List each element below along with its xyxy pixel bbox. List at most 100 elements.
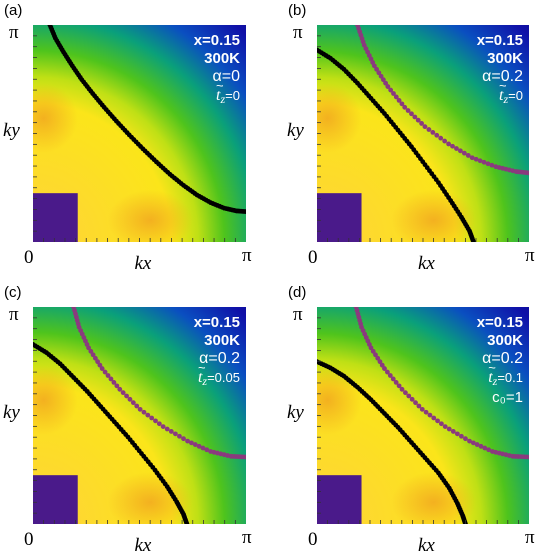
- axis-ticks: [317, 35, 519, 242]
- plot-marks: [33, 307, 246, 524]
- tilde-mark: ~: [499, 78, 507, 93]
- parameter-annotation: x=0.15 300K α=0 ~ tz=0: [156, 33, 240, 108]
- intensity-colormap: [33, 307, 246, 524]
- fermi-surface-point-purple: [379, 362, 385, 368]
- fermi-surface-point-purple: [141, 409, 147, 415]
- fermi-surface-point-purple: [243, 454, 246, 460]
- fermi-surface-point-purple: [403, 390, 408, 396]
- axis-ticks: [33, 317, 236, 524]
- temperature-label: 300K: [204, 50, 240, 67]
- inset-square: [317, 193, 362, 242]
- fermi-surface-point-purple: [99, 366, 105, 371]
- fermi-surface-point-black: [184, 521, 190, 524]
- inset-square: [33, 193, 78, 242]
- doping-label: x=0.15: [193, 32, 240, 49]
- fermi-surface-point-purple: [419, 406, 425, 412]
- fermi-surface-point-purple: [145, 412, 151, 418]
- fermi-surface-point-purple: [526, 170, 529, 176]
- tz-value: =0: [508, 88, 523, 103]
- tz-label: ~ tz=0.05: [156, 361, 240, 388]
- tz-label: ~ tz=0: [439, 79, 523, 106]
- fermi-surface-point-purple: [114, 383, 120, 389]
- fermi-surface-point-purple: [370, 348, 376, 354]
- x-tick-label: π: [525, 245, 535, 266]
- fermi-surface-point-purple: [375, 355, 381, 361]
- fermi-surface-point-purple: [153, 418, 158, 424]
- alpha-label: α=0: [212, 68, 241, 85]
- plot-area: [317, 307, 529, 524]
- tz-subscript: z: [202, 374, 208, 388]
- fermi-surface-point-purple: [399, 101, 405, 107]
- temperature-label: 300K: [204, 332, 240, 349]
- fermi-surface-point-purple: [390, 376, 396, 382]
- fermi-surface-point-purple: [416, 403, 422, 409]
- fermi-surface-point-purple: [427, 412, 433, 418]
- fermi-surface-point-purple: [371, 63, 377, 69]
- fermi-surface-point-purple: [409, 396, 415, 402]
- fermi-surface-point-purple: [485, 161, 491, 167]
- fermi-surface-point-purple: [204, 447, 210, 453]
- fermi-surface-point-purple: [134, 403, 140, 409]
- y-axis-label: ky: [3, 402, 20, 423]
- fermi-surface-point-purple: [391, 91, 396, 96]
- axis-ticks: [317, 317, 519, 524]
- fermi-surface-point-purple: [149, 415, 155, 421]
- fermi-surface-point-purple: [387, 373, 393, 378]
- fermi-surface-point-purple: [454, 431, 460, 437]
- alpha-label: α=0.2: [482, 350, 523, 367]
- y-tick-label: π: [293, 304, 303, 325]
- y-axis-label: ky: [287, 402, 304, 423]
- temperature-label: 300K: [487, 332, 523, 349]
- panel-label: (a): [4, 2, 23, 19]
- fermi-surface-point-purple: [385, 84, 391, 89]
- fermi-surface-point-purple: [378, 73, 384, 79]
- y-tick-label: π: [293, 22, 303, 43]
- fermi-surface-point-purple: [396, 383, 402, 389]
- fermi-surface-point-purple: [200, 445, 206, 451]
- fermi-surface-point-black: [243, 209, 246, 215]
- tz-subscript: z: [503, 92, 509, 106]
- x-tick-label: 0: [24, 247, 34, 268]
- fermi-surface-point-purple: [374, 66, 380, 72]
- fermi-surface-point-purple: [457, 148, 463, 154]
- fermi-surface-point-purple: [97, 362, 103, 368]
- fermi-surface-point-purple: [196, 443, 202, 449]
- fermi-surface-point-purple: [463, 436, 468, 442]
- fermi-surface-point-purple: [469, 155, 475, 161]
- plot-marks: [317, 307, 529, 524]
- fermi-surface-point-purple: [120, 390, 126, 396]
- y-axis-label: ky: [3, 120, 20, 141]
- panel-label: (d): [288, 284, 307, 301]
- fermi-surface-point-purple: [486, 447, 492, 453]
- c0-label: c₀=1: [492, 389, 523, 406]
- fermi-surface-point-purple: [156, 421, 162, 427]
- fermi-surface-point-purple: [124, 393, 129, 399]
- fermi-surface-point-purple: [127, 396, 133, 402]
- fermi-surface-point-purple: [130, 400, 136, 406]
- x-tick-label: 0: [308, 529, 318, 550]
- fermi-surface-point-purple: [461, 150, 467, 156]
- fermi-surface-point-purple: [481, 159, 487, 165]
- fermi-surface-point-purple: [111, 379, 117, 385]
- fermi-surface-point-purple: [160, 424, 166, 430]
- fermi-surface-point-purple: [90, 352, 96, 358]
- fermi-surface-point-purple: [438, 135, 444, 141]
- panel-label: (b): [288, 2, 307, 19]
- fermi-surface-point-purple: [413, 400, 418, 406]
- plot-area: [33, 25, 246, 242]
- fermi-surface-point-purple: [419, 121, 424, 126]
- x-axis-label: kx: [418, 535, 435, 556]
- fermi-surface-point-purple: [168, 429, 174, 434]
- parameter-annotation: x=0.15 300K α=0.2 ~ tz=0.1 c₀=1: [439, 315, 523, 405]
- fermi-surface-point-purple: [86, 345, 91, 351]
- x-tick-label: π: [242, 527, 252, 548]
- tz-symbol: t: [488, 369, 493, 386]
- alpha-label: α=0.2: [199, 350, 240, 367]
- tz-symbol: t: [216, 87, 221, 104]
- x-tick-label: π: [242, 245, 252, 266]
- fermi-surface-point-purple: [426, 127, 432, 132]
- fermi-surface-point-purple: [393, 379, 399, 385]
- fermi-surface-point-purple: [373, 352, 378, 358]
- tilde-mark: ~: [216, 78, 224, 93]
- inset-square: [33, 475, 78, 524]
